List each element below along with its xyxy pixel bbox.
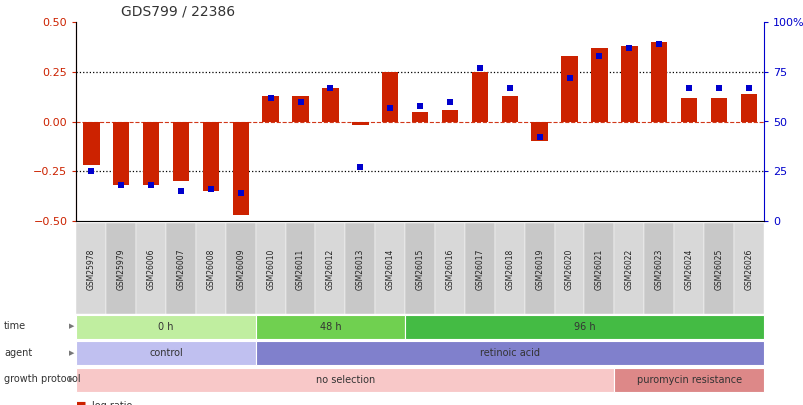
Point xyxy=(652,41,665,47)
Bar xyxy=(501,96,517,122)
Bar xyxy=(322,88,338,122)
Bar xyxy=(143,122,159,185)
Text: GSM26009: GSM26009 xyxy=(236,249,245,290)
Bar xyxy=(560,56,577,122)
Text: GSM26015: GSM26015 xyxy=(415,249,424,290)
Bar xyxy=(650,42,666,122)
Text: agent: agent xyxy=(4,348,32,358)
Text: GDS799 / 22386: GDS799 / 22386 xyxy=(120,4,234,18)
Text: no selection: no selection xyxy=(316,375,374,385)
Bar xyxy=(202,122,219,191)
Bar xyxy=(262,96,279,122)
Text: GSM26010: GSM26010 xyxy=(266,249,275,290)
Text: GSM26021: GSM26021 xyxy=(594,249,603,290)
Bar xyxy=(680,98,696,121)
Text: retinoic acid: retinoic acid xyxy=(479,348,539,358)
Text: GSM26011: GSM26011 xyxy=(296,249,304,290)
Text: log ratio: log ratio xyxy=(92,401,132,405)
Bar xyxy=(232,122,249,215)
Point xyxy=(174,188,187,194)
Text: GSM26020: GSM26020 xyxy=(565,249,573,290)
Point xyxy=(532,134,545,141)
Text: GSM25979: GSM25979 xyxy=(116,249,125,290)
Text: GSM26007: GSM26007 xyxy=(177,249,185,290)
Text: GSM26023: GSM26023 xyxy=(654,249,662,290)
Bar xyxy=(620,46,637,122)
Point xyxy=(145,182,157,188)
Point xyxy=(711,85,724,91)
Point xyxy=(353,164,366,171)
Point xyxy=(234,190,247,196)
Text: GSM25978: GSM25978 xyxy=(87,249,96,290)
Bar xyxy=(531,122,547,141)
Bar xyxy=(173,122,189,181)
Text: 48 h: 48 h xyxy=(320,322,340,332)
Point xyxy=(741,85,754,91)
Text: 0 h: 0 h xyxy=(158,322,173,332)
Point xyxy=(622,45,635,51)
Bar xyxy=(83,122,100,165)
Text: GSM26013: GSM26013 xyxy=(356,249,365,290)
Text: 96 h: 96 h xyxy=(573,322,594,332)
Point xyxy=(413,102,426,109)
Text: GSM26016: GSM26016 xyxy=(445,249,454,290)
Point xyxy=(682,85,695,91)
Text: ■: ■ xyxy=(76,401,87,405)
Bar xyxy=(411,111,428,122)
Point xyxy=(503,85,516,91)
Text: GSM26022: GSM26022 xyxy=(624,249,633,290)
Text: GSM26006: GSM26006 xyxy=(146,249,156,290)
Point xyxy=(593,53,605,59)
Bar xyxy=(292,96,308,122)
Bar xyxy=(471,72,487,122)
Text: control: control xyxy=(149,348,183,358)
Text: time: time xyxy=(4,322,26,331)
Text: GSM26024: GSM26024 xyxy=(683,249,693,290)
Point xyxy=(85,168,98,174)
Bar xyxy=(590,48,607,122)
Text: GSM26017: GSM26017 xyxy=(475,249,483,290)
Bar xyxy=(113,122,129,185)
Text: GSM26026: GSM26026 xyxy=(744,249,752,290)
Point xyxy=(473,65,486,71)
Point xyxy=(204,186,217,192)
Point xyxy=(443,98,456,105)
Text: GSM26019: GSM26019 xyxy=(535,249,544,290)
Text: ▶: ▶ xyxy=(69,324,75,329)
Text: ▶: ▶ xyxy=(69,376,75,382)
Point xyxy=(562,75,575,81)
Bar xyxy=(441,110,458,122)
Text: puromycin resistance: puromycin resistance xyxy=(636,375,740,385)
Point xyxy=(264,94,277,101)
Text: ▶: ▶ xyxy=(69,350,75,356)
Text: GSM26008: GSM26008 xyxy=(206,249,215,290)
Point xyxy=(294,98,307,105)
Point xyxy=(115,182,128,188)
Text: GSM26025: GSM26025 xyxy=(714,249,723,290)
Point xyxy=(383,104,396,111)
Text: growth protocol: growth protocol xyxy=(4,374,80,384)
Text: GSM26014: GSM26014 xyxy=(385,249,394,290)
Bar xyxy=(740,94,756,122)
Bar xyxy=(381,72,398,122)
Bar xyxy=(352,122,368,126)
Text: GSM26018: GSM26018 xyxy=(504,249,514,290)
Point xyxy=(324,85,336,91)
Bar xyxy=(710,98,726,121)
Text: GSM26012: GSM26012 xyxy=(325,249,335,290)
